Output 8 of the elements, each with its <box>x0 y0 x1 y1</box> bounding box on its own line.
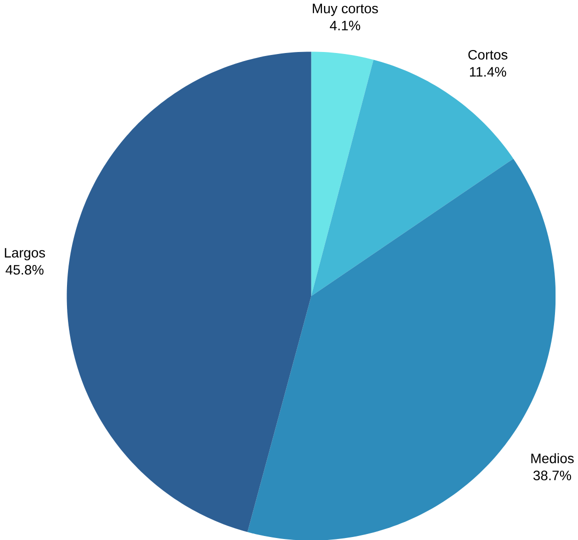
slice-label: Largos <box>4 248 46 260</box>
data-label: 38.7% <box>533 470 572 480</box>
slice-label: Muy cortos <box>312 4 378 16</box>
slice-label: Medios <box>531 452 574 463</box>
slice-label: Cortos <box>468 50 508 60</box>
data-label: 45.8% <box>6 264 44 274</box>
data-label: 11.4% <box>470 66 506 76</box>
data-label: 4.1% <box>330 20 360 30</box>
